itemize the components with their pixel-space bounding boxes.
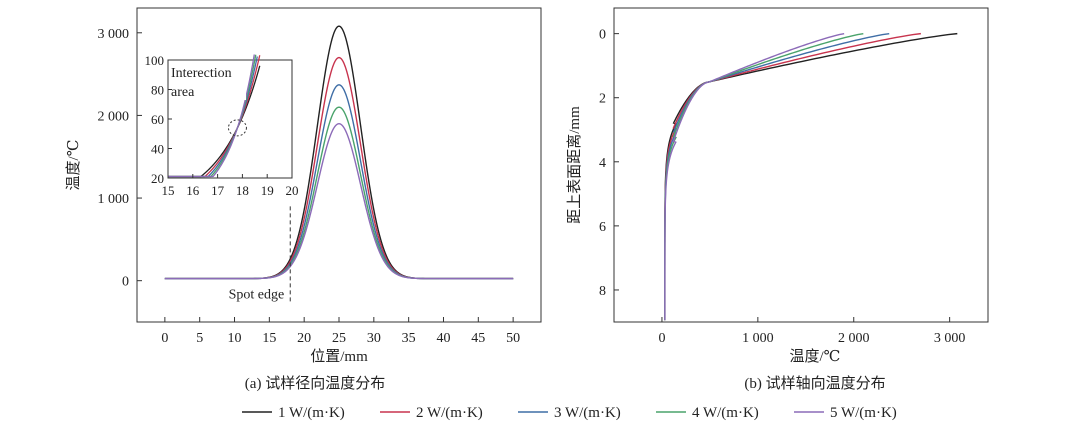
inset-zoom: Interection area 15 16 17 18 19 20 20 40 60 80 100 — [145, 53, 299, 198]
panel-a-xlabel: 位置/mm — [310, 348, 368, 365]
panel-b-xtick-label: 0 — [658, 331, 665, 346]
panel-a-xtick-label: 40 — [436, 331, 450, 346]
panel-b-xtick-label: 1 000 — [742, 331, 774, 346]
panel-a-ylabel: 温度/℃ — [65, 140, 82, 191]
inset-xtick-label: 16 — [186, 183, 200, 198]
panel-a-xtick-label: 45 — [471, 331, 485, 346]
inset-ytick-label: 100 — [145, 53, 165, 68]
panel-a-xtick-label: 10 — [228, 331, 242, 346]
legend-label-3: 3 W/(m·K) — [554, 405, 621, 421]
inset-ytick-label: 40 — [151, 142, 164, 157]
legend-label-1: 1 W/(m·K) — [278, 405, 345, 421]
axial-series-line-1 — [664, 32, 958, 321]
radial-series-line-5 — [164, 122, 514, 280]
inset-xtick-label: 20 — [286, 183, 299, 198]
panel-a-ytick-label: 0 — [122, 275, 129, 290]
inset-series-line-5 — [168, 54, 255, 178]
inset-annotation-line1: Interection — [171, 66, 232, 81]
inset-ytick-label: 60 — [151, 112, 164, 127]
legend-label-4: 4 W/(m·K) — [692, 405, 759, 421]
spot-edge-label: Spot edge — [229, 288, 285, 303]
panel-b-ticks: 0 1 000 2 000 3 000 0 2 4 6 8 — [599, 28, 965, 346]
panel-b-xtick-label: 3 000 — [934, 331, 966, 346]
axial-series-line-4 — [664, 32, 864, 321]
inset-ytick-label: 20 — [151, 171, 164, 186]
legend: 1 W/(m·K) 2 W/(m·K) 3 W/(m·K) 4 W/(m·K) 5 W/… — [242, 405, 897, 421]
panel-a-xtick-label: 0 — [161, 331, 168, 346]
inset-annotation-line2: area — [171, 85, 195, 100]
panel-a-xtick-label: 20 — [297, 331, 311, 346]
legend-label-2: 2 W/(m·K) — [416, 405, 483, 421]
panel-a-xtick-label: 35 — [402, 331, 416, 346]
panel-b-xlabel: 温度/℃ — [790, 348, 841, 365]
inset-xtick-label: 19 — [261, 183, 274, 198]
panel-a-ytick-label: 3 000 — [98, 27, 130, 42]
inset-annotation-bg — [170, 62, 246, 100]
panel-b-ylabel: 距上表面距离/mm — [566, 106, 583, 224]
panel-b-series — [664, 32, 958, 321]
axial-series-line-3 — [664, 32, 890, 321]
panel-a-xtick-label: 15 — [262, 331, 276, 346]
panel-b-ytick-label: 6 — [599, 220, 606, 235]
panel-a-xtick-label: 30 — [367, 331, 381, 346]
axial-series-line-5 — [664, 32, 845, 321]
panel-b-axial-temperature: 0 1 000 2 000 3 000 0 2 4 6 8 温度/℃ 距上表面距离/mm (b)… — [566, 7, 989, 392]
panel-a-ytick-label: 1 000 — [98, 192, 130, 207]
panel-a-ytick-label: 2 000 — [98, 109, 130, 124]
panel-b-xtick-label: 2 000 — [838, 331, 870, 346]
panel-b-frame — [613, 7, 989, 323]
axial-series-line-2 — [664, 32, 921, 321]
panel-b-ytick-label: 8 — [599, 284, 606, 299]
inset-ticks: 15 16 17 18 19 20 20 40 60 80 100 — [145, 53, 299, 198]
panel-a-series — [164, 25, 514, 280]
panel-a-xtick-label: 25 — [332, 331, 346, 346]
panel-b-ytick-label: 4 — [599, 156, 606, 171]
panel-a-xtick-label: 50 — [506, 331, 520, 346]
panel-b-ytick-label: 2 — [599, 92, 606, 107]
panel-a-xtick-label: 5 — [196, 331, 203, 346]
inset-xtick-label: 15 — [162, 183, 175, 198]
inset-xtick-label: 18 — [236, 183, 249, 198]
inset-xtick-label: 17 — [211, 183, 225, 198]
legend-label-5: 5 W/(m·K) — [830, 405, 897, 421]
intersection-circle — [227, 119, 247, 137]
panel-b-ytick-label: 0 — [599, 28, 606, 43]
inset-series — [168, 54, 261, 178]
inset-ytick-label: 80 — [151, 83, 164, 98]
panel-a-caption: (a) 试样径向温度分布 — [245, 375, 385, 392]
panel-b-caption: (b) 试样轴向温度分布 — [744, 375, 885, 392]
